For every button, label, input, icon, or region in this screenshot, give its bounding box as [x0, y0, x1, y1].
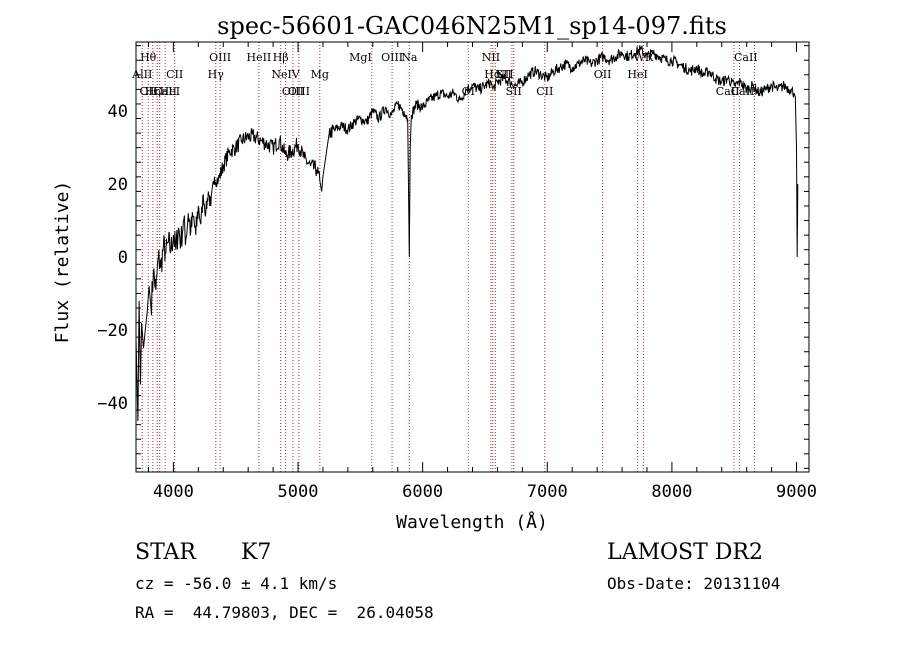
y-tick-label: 40: [108, 102, 128, 122]
spectral-line-label: MgI: [349, 51, 372, 64]
spectral-line-label: Hη: [145, 85, 161, 98]
spectral-line-label: CaII: [153, 85, 177, 98]
x-tick-label: 9000: [776, 482, 817, 502]
spectral-line-label: OIII: [288, 85, 310, 98]
x-tick-label: 8000: [651, 482, 692, 502]
spectral-line-label: OIII: [209, 51, 231, 64]
x-tick-label: 6000: [402, 482, 443, 502]
spectral-line-label: CaII: [716, 85, 740, 98]
spectral-line-label: HeII: [246, 51, 271, 64]
spectral-line-label: CII: [166, 68, 183, 81]
x-tick-label: 5000: [278, 482, 319, 502]
spectral-line-label: Hγ: [208, 68, 225, 81]
x-axis-label: Wavelength (Å): [396, 511, 548, 533]
spectral-line-label: Na: [401, 51, 418, 64]
y-axis-label: Flux (relative): [52, 181, 73, 344]
spectrum-line: [135, 45, 799, 422]
spectral-line-label: AlII: [131, 68, 152, 81]
spectral-line-label: OIII: [282, 85, 304, 98]
spectral-line-label: SII: [506, 85, 522, 98]
observation-date: Obs-Date: 20131104: [607, 574, 781, 593]
y-tick-label: −20: [97, 321, 128, 341]
y-tick-label: 20: [108, 175, 128, 195]
x-tick-label: 7000: [527, 482, 568, 502]
plot-frame: [135, 41, 810, 473]
spectral-line-label: Hθ: [140, 51, 157, 64]
spectral-line-label: Hβ: [273, 51, 289, 64]
spectral-line-label: NeIV: [271, 68, 300, 81]
chart-title: spec-56601-GAC046N25M1_sp14-097.fits: [217, 12, 727, 40]
spectral-line-label: CII: [536, 85, 553, 98]
spectral-line-label: NII: [482, 51, 500, 64]
x-tick-label: 4000: [153, 482, 194, 502]
y-tick-label: −40: [97, 394, 128, 414]
survey-name: LAMOST DR2: [607, 540, 763, 565]
spectral-line-label: OII: [594, 68, 612, 81]
axis-ticks: 4000 5000 6000 7000 8000 9000 −40 −20 0 20 40: [97, 42, 817, 502]
spectral-line-label: OII: [139, 85, 157, 98]
object-class: STAR: [135, 540, 196, 565]
redshift-velocity: cz = -56.0 ± 4.1 km/s: [135, 574, 338, 593]
spectral-line-label: Mg: [311, 68, 329, 81]
spectral-line-label: HeI: [627, 68, 647, 81]
y-tick-label: 0: [118, 248, 128, 268]
spectral-line-label: OIII: [381, 51, 403, 64]
spectral-line-label: Hα: [484, 68, 502, 81]
coordinates: RA = 44.79803, DEC = 26.04058: [135, 603, 434, 622]
object-subclass: K7: [241, 540, 272, 565]
spectral-line-label: HeI: [160, 85, 180, 98]
